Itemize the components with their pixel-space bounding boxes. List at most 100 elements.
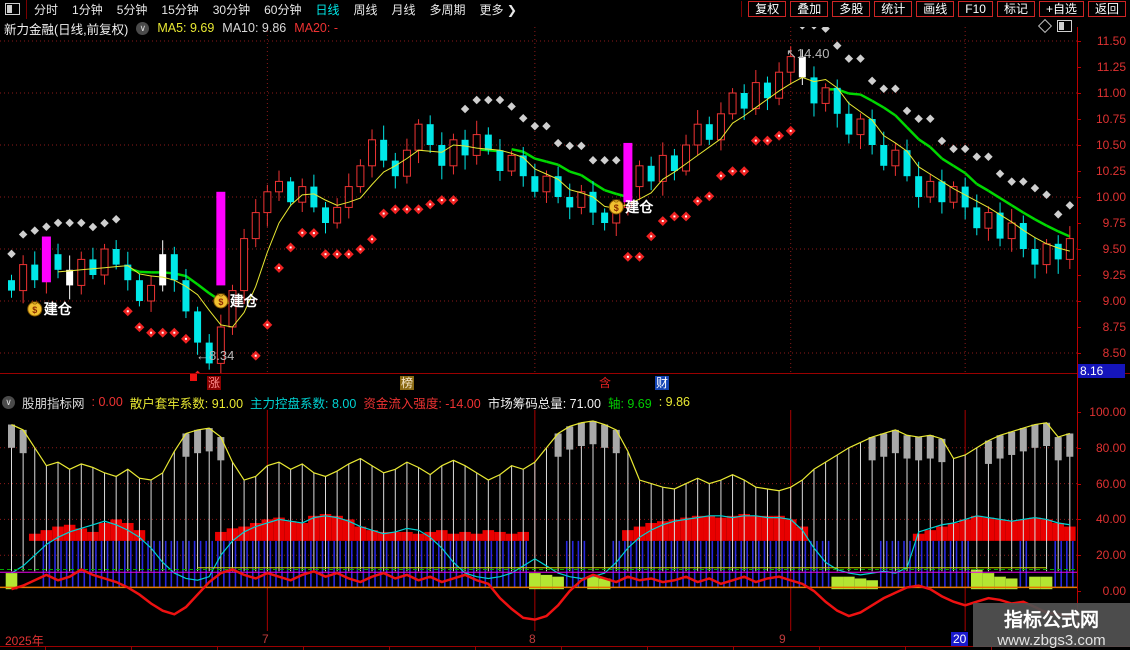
axis-tick [1077, 275, 1081, 276]
axis-tick [1077, 93, 1081, 94]
axis-tick [1077, 519, 1081, 521]
buy-signal: $ 建仓 [608, 199, 654, 215]
buy-signal: $ 建仓 [213, 293, 259, 309]
ticker-strip: 涨榜含财 [0, 374, 1077, 392]
price-axis-label: 9.25 [1102, 268, 1126, 282]
price-axis-label: 9.00 [1102, 294, 1126, 308]
axis-tick [1077, 119, 1081, 120]
svg-text:$: $ [218, 297, 223, 307]
svg-text:←8.34: ←8.34 [196, 348, 234, 363]
menu-item-5分钟[interactable]: 5分钟 [116, 2, 148, 17]
ticker-item[interactable]: 含 [599, 376, 612, 390]
indicator-value-7: : 9.86 [658, 395, 690, 409]
menu-item-15分钟[interactable]: 15分钟 [161, 2, 199, 17]
price-axis-label: 10.25 [1095, 164, 1126, 178]
toolbar-button-复权[interactable]: 复权 [748, 1, 787, 17]
main-chart-bottom-border [0, 373, 1130, 374]
buy-signal: $ 建仓 [27, 301, 73, 317]
axis-tick [1077, 483, 1081, 485]
date-tick [45, 646, 46, 650]
ma-value-2: MA10: 9.86 [222, 21, 287, 35]
toolbar-button-多股[interactable]: 多股 [832, 1, 871, 17]
axis-tick [1077, 197, 1081, 198]
price-min-label: 8.16 [1078, 364, 1125, 378]
svg-text:$: $ [614, 203, 619, 213]
date-tick [647, 646, 648, 650]
indicator-axis-label: 40.00 [1095, 512, 1126, 527]
date-label-2025年: 2025年 [5, 634, 44, 648]
price-axis-label: 8.75 [1102, 320, 1126, 334]
chart-title-row: 新力金融(日线,前复权) ∨ MA5: 9.69 MA10: 9.86 MA20: - [4, 20, 338, 37]
watermark-title: 指标公式网 [1003, 610, 1099, 631]
axis-tick [1077, 301, 1081, 302]
ticker-item[interactable]: 财 [655, 376, 670, 390]
axis-tick [1077, 171, 1081, 172]
chevron-down-icon[interactable]: ∨ [2, 395, 15, 409]
ticker-dot [190, 374, 197, 381]
date-tick [819, 646, 820, 650]
main-candlestick-chart[interactable]: $ 建仓 $ 建仓 $ 建仓 ↖14.40 ←8.34 [0, 27, 1077, 374]
toolbar-button-画线[interactable]: 画线 [916, 1, 955, 17]
indicator-value-2: 散户套牢系数: 91.00 [129, 396, 244, 411]
toolbar-buttons: 复权 叠加 多股 统计 画线 F10 标记 +自选 返回 [741, 1, 1128, 17]
top-menu-bar: 分时 1分钟 5分钟 15分钟 30分钟 60分钟 日线 周线 月线 多周期 更多 ❯ 复权 叠加 多股… [0, 0, 1130, 19]
axis-tick [1077, 555, 1081, 557]
axis-tick [1077, 412, 1081, 413]
menu-item-月线[interactable]: 月线 [391, 2, 416, 17]
price-axis-label: 10.00 [1095, 190, 1126, 204]
menu-item-60分钟[interactable]: 60分钟 [264, 2, 302, 17]
date-tick [475, 646, 476, 650]
ticker-item[interactable]: 榜 [400, 376, 415, 390]
axis-tick [1077, 67, 1081, 68]
date-tick [131, 646, 132, 650]
date-tick [303, 646, 304, 650]
indicator-value-0: 股朋指标网 [22, 396, 85, 411]
menu-item-更多 ❯[interactable]: 更多 ❯ [479, 2, 517, 17]
stock-title: 新力金融(日线,前复权) [4, 22, 129, 37]
menu-item-分时[interactable]: 分时 [34, 2, 59, 17]
toolbar-button-+自选[interactable]: +自选 [1038, 1, 1084, 17]
diamond-icon[interactable] [1037, 18, 1053, 34]
menu-item-日线[interactable]: 日线 [315, 2, 340, 17]
indicator-value-3: 主力控盘系数: 8.00 [250, 396, 357, 411]
chevron-down-icon[interactable]: ∨ [136, 21, 150, 35]
axis-tick [1077, 41, 1081, 42]
ticker-item[interactable]: 涨 [207, 376, 222, 390]
date-label-7: 7 [262, 632, 269, 646]
axis-tick [1077, 223, 1081, 224]
period-menu: 分时 1分钟 5分钟 15分钟 30分钟 60分钟 日线 周线 月线 多周期 更多 ❯ [26, 0, 741, 19]
svg-text:建仓: 建仓 [625, 199, 654, 215]
ma-value-1: MA5: 9.69 [157, 21, 215, 35]
date-tick [991, 646, 992, 650]
ma-value-3: MA20: - [294, 21, 338, 35]
menu-item-1分钟[interactable]: 1分钟 [72, 2, 103, 17]
split-window-icon[interactable] [1057, 20, 1072, 32]
toolbar-button-叠加[interactable]: 叠加 [790, 1, 829, 17]
menu-item-周线[interactable]: 周线 [353, 2, 378, 17]
price-axis-label: 9.75 [1102, 216, 1126, 230]
indicator-value-4: 资金流入强度: -14.00 [363, 396, 481, 411]
date-tick [905, 646, 906, 650]
toolbar-button-标记[interactable]: 标记 [996, 1, 1035, 17]
indicator-header: ∨ 股朋指标网 : 0.00 散户套牢系数: 91.00 主力控盘系数: 8.00 资金流… [2, 394, 690, 411]
axis-tick [1077, 249, 1081, 250]
date-tick [217, 646, 218, 650]
price-axis-label: 10.75 [1095, 112, 1126, 126]
axis-tick [1077, 145, 1081, 146]
date-tick [561, 646, 562, 650]
title-right-icons [1037, 18, 1072, 34]
indicator-axis-label: 60.00 [1095, 476, 1126, 491]
window-icon[interactable] [5, 3, 20, 15]
date-axis-bottom-border [0, 646, 1130, 647]
menu-item-多周期[interactable]: 多周期 [429, 2, 466, 17]
price-axis-label: 11.50 [1096, 34, 1126, 48]
menu-item-30分钟[interactable]: 30分钟 [212, 2, 251, 17]
indicator-panel-chart[interactable] [0, 410, 1077, 631]
indicator-value-1: : 0.00 [91, 395, 123, 409]
toolbar-button-F10[interactable]: F10 [958, 1, 993, 17]
toolbar-button-返回[interactable]: 返回 [1087, 1, 1126, 17]
price-axis-label: 10.50 [1095, 138, 1126, 152]
toolbar-button-统计[interactable]: 统计 [874, 1, 913, 17]
price-axis-label: 11.00 [1096, 86, 1126, 100]
axis-tick [1077, 447, 1081, 449]
